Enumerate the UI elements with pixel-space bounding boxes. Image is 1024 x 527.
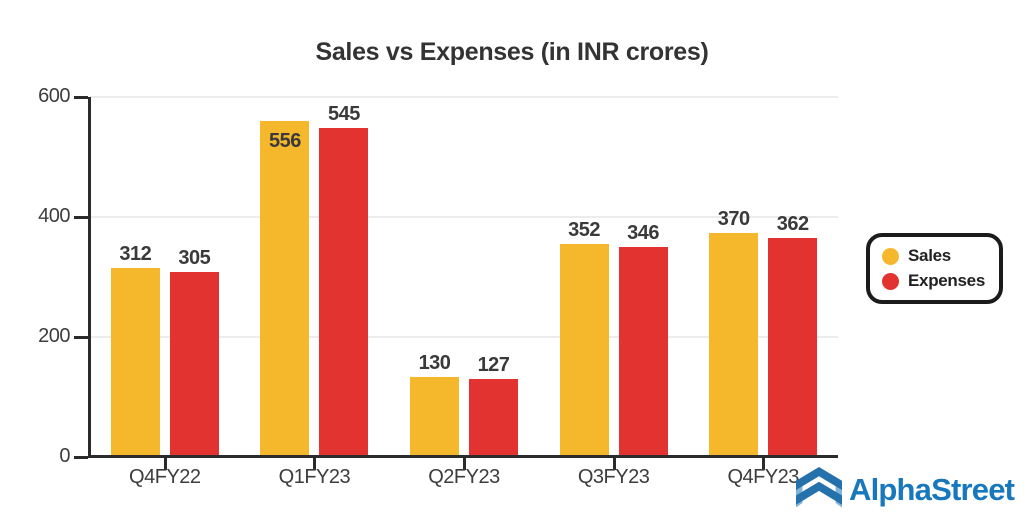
y-axis-label-600: 600: [38, 85, 70, 107]
chart-title: Sales vs Expenses (in INR crores): [315, 38, 709, 66]
y-axis-line: [88, 97, 91, 457]
y-axis-label-200: 200: [38, 325, 70, 347]
x-axis-label-q4fy23: Q4FY23: [727, 466, 799, 488]
bar-expenses-q4fy22: [169, 272, 219, 455]
value-label-sales-q4fy23: 370: [717, 208, 750, 230]
y-axis-label-0: 0: [59, 445, 70, 467]
x-axis-tick-q3fy23: [612, 458, 616, 470]
alphastreet-chevron-icon: [796, 467, 842, 508]
bar-sales-q2fy23: [410, 377, 459, 455]
x-axis-tick-q4fy22: [163, 458, 167, 470]
bar-expenses-q4fy23: [768, 238, 818, 455]
legend-label-expenses: Expenses: [908, 271, 985, 290]
value-label-expenses-q2fy23: 127: [477, 354, 510, 376]
x-axis-tick-q4fy23: [762, 458, 766, 470]
y-axis-label-400: 400: [38, 205, 70, 227]
y-axis-tick-600: [74, 96, 88, 99]
gridline-400: [90, 216, 838, 218]
bar-expenses-q2fy23: [469, 379, 518, 455]
value-label-sales-q1fy23: 556: [268, 130, 301, 152]
legend-item-expenses: Expenses: [882, 271, 985, 291]
y-axis-tick-200: [74, 336, 88, 339]
value-label-expenses-q1fy23: 545: [327, 103, 360, 125]
y-axis-tick-400: [74, 216, 88, 219]
x-axis-tick-q1fy23: [313, 458, 317, 470]
legend-label-sales: Sales: [908, 246, 951, 265]
bar-sales-q4fy23: [709, 233, 759, 455]
x-axis-label-q2fy23: Q2FY23: [428, 466, 500, 488]
value-label-sales-q3fy23: 352: [568, 219, 601, 241]
plot-area: 312 305 556 545 130 127 352 346 370 362: [74, 96, 838, 470]
legend-swatch-sales: [882, 247, 899, 265]
legend-item-sales: Sales: [882, 246, 985, 266]
bar-expenses-q3fy23: [618, 247, 668, 455]
alphastreet-logo: AlphaStreet: [796, 466, 1015, 514]
bar-sales-q1fy23: [260, 121, 310, 455]
y-axis-tick-0: [74, 456, 88, 459]
bar-expenses-q1fy23: [319, 128, 369, 455]
gridline-600: [90, 96, 838, 98]
value-label-expenses-q3fy23: 346: [627, 222, 660, 244]
value-label-sales-q2fy23: 130: [418, 352, 451, 374]
value-label-expenses-q4fy23: 362: [776, 213, 809, 235]
bar-sales-q3fy23: [559, 244, 609, 455]
value-label-sales-q4fy22: 312: [119, 243, 152, 265]
alphastreet-logo-text: AlphaStreet: [849, 472, 1015, 507]
legend: Sales Expenses: [866, 233, 1003, 304]
x-axis-tick-q2fy23: [463, 458, 466, 470]
bar-sales-q4fy22: [110, 268, 160, 455]
value-label-expenses-q4fy22: 305: [178, 247, 211, 269]
x-axis-label-q3fy23: Q3FY23: [577, 466, 650, 488]
x-axis-line: [88, 455, 838, 458]
x-axis-label-q1fy23: Q1FY23: [278, 466, 351, 488]
x-axis-label-q4fy22: Q4FY22: [129, 466, 201, 488]
legend-swatch-expenses: [882, 272, 899, 290]
gridline-200: [90, 336, 838, 338]
